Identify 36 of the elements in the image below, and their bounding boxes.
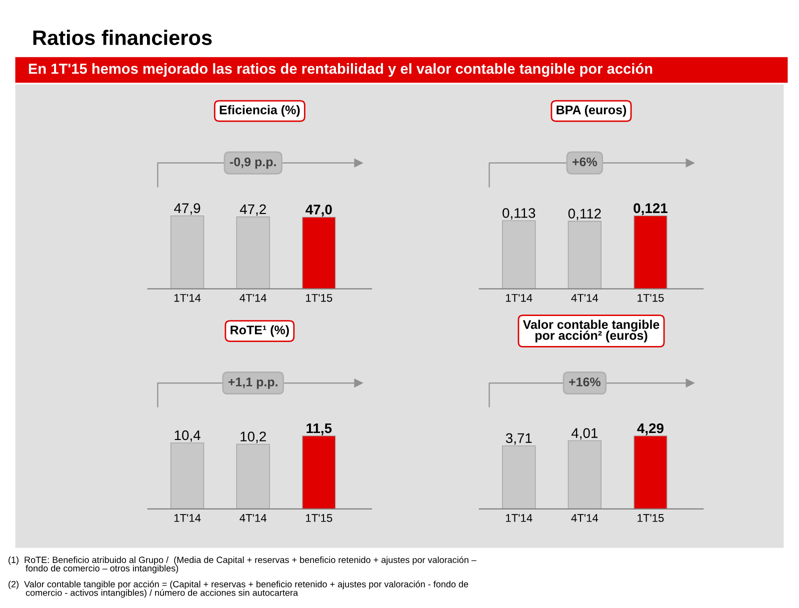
x-tick-label: 1T'15 — [306, 514, 332, 522]
data-label: 3,71 — [506, 433, 532, 445]
text: (2) Valor contable tangible por acción = (Capital + reservas + beneficio retenido + ajustes por valoración - fondo de comercio - activos intangibles) / número de acciones sin autocartera — [8, 580, 468, 598]
x-tick-label: 1T'15 — [638, 294, 664, 302]
data-label: 11,5 — [306, 424, 332, 436]
x-tick-label: 1T'14 — [506, 294, 532, 302]
chart-title: Eficiencia (%) — [220, 105, 300, 117]
data-label: 10,2 — [240, 432, 266, 444]
x-tick-label: 1T'14 — [174, 514, 201, 522]
text: +1,1 p.p. — [228, 378, 278, 389]
text: -0,9 p.p. — [230, 157, 276, 169]
data-label: 4,29 — [637, 423, 664, 436]
data-label: 47,9 — [174, 203, 200, 215]
data-label: 0,112 — [568, 208, 601, 220]
x-tick-label: 4T'14 — [240, 294, 266, 302]
x-tick-label: 4T'14 — [571, 514, 598, 522]
data-label: 0,121 — [634, 203, 668, 216]
x-tick-label: 1T'15 — [638, 514, 664, 522]
text: En 1T'15 hemos mejorado las ratios de rentabilidad y el valor contable tangible por acción — [28, 63, 652, 77]
data-label: 47,2 — [240, 204, 266, 216]
x-tick-label: 4T'14 — [240, 514, 266, 522]
text: +16% — [569, 378, 601, 386]
text: (1) RoTE: Beneficio atribuido al Grupo / (Media de Capital + reservas + beneficio retenido + ajustes por valoración – fondo de comercio – otros intangibles) — [8, 556, 476, 574]
data-label: 10,4 — [174, 430, 200, 442]
x-tick-label: 4T'14 — [571, 294, 598, 302]
chart-title: Valor contable tangible por acción² (euros) — [522, 320, 660, 342]
x-tick-label: 1T'14 — [506, 514, 532, 522]
text: +6% — [572, 157, 598, 166]
x-tick-label: 1T'14 — [174, 294, 201, 302]
data-label: 4,01 — [571, 428, 598, 440]
data-label: 0,113 — [502, 208, 536, 220]
chart-title: RoTE¹ (%) — [230, 325, 289, 337]
text: Ratios financieros — [33, 30, 212, 46]
chart-title: BPA (euros) — [556, 105, 626, 117]
data-label: 47,0 — [306, 204, 332, 216]
x-tick-label: 1T'15 — [306, 294, 332, 302]
